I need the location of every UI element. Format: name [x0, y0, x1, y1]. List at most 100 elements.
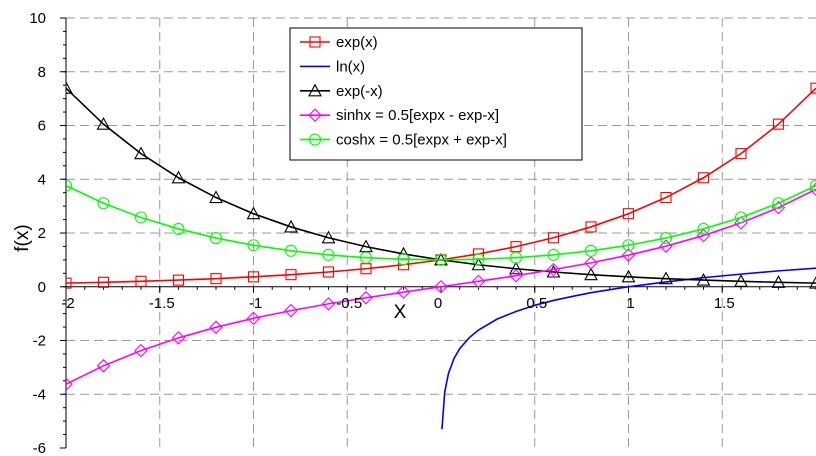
- data-point: [284, 303, 298, 318]
- data-point: [284, 219, 298, 233]
- data-point: [734, 274, 748, 287]
- data-point: [285, 269, 297, 281]
- data-point: [771, 275, 786, 288]
- legend: exp(x) ln(x) exp(-x) sinhx = 0.5[expx - exp…: [289, 27, 583, 161]
- y-tick-label: 2: [38, 225, 46, 242]
- data-point: [359, 291, 373, 305]
- data-point: [209, 320, 223, 335]
- data-point: [696, 228, 711, 243]
- ticks: [60, 17, 816, 449]
- data-point: [97, 276, 110, 288]
- data-point: [659, 239, 673, 253]
- data-point: [210, 273, 222, 285]
- data-point: [584, 256, 598, 270]
- y-tick-label: -4: [33, 386, 46, 403]
- series-line: [66, 188, 816, 385]
- y-axis-title: f(x): [12, 224, 33, 251]
- data-point: [696, 272, 711, 286]
- data-point: [809, 275, 816, 289]
- data-point: [134, 343, 148, 358]
- data-point: [66, 377, 73, 392]
- data-point: [734, 211, 748, 224]
- tick-labels: -2 -1.5 -1 -0.5 0 0.5 1 1.5 -6 -4 -2 0 2 4 6 8 10: [29, 10, 734, 456]
- data-point: [134, 146, 148, 160]
- data-point: [471, 274, 486, 289]
- data-point: [547, 248, 560, 261]
- data-point: [772, 197, 785, 210]
- data-point: [134, 211, 148, 224]
- data-point: [135, 275, 147, 287]
- x-tick-label: -2: [61, 295, 74, 312]
- x-tick-label: 0.5: [526, 295, 547, 312]
- data-point: [284, 244, 298, 257]
- data-point: [660, 191, 672, 204]
- data-point: [97, 197, 110, 210]
- data-point: [247, 271, 260, 283]
- legend-label: ln(x): [336, 58, 365, 75]
- series-line: [441, 267, 816, 430]
- data-point: [96, 359, 111, 373]
- data-point: [509, 251, 523, 264]
- data-point: [472, 253, 485, 266]
- data-point: [172, 222, 185, 235]
- series: [66, 81, 816, 430]
- legend-marker: [308, 83, 322, 97]
- y-tick-label: 0: [38, 279, 46, 296]
- y-tick-label: -6: [33, 440, 46, 456]
- data-point: [546, 264, 561, 278]
- data-point: [547, 232, 560, 244]
- x-tick-label: -0.5: [336, 295, 362, 312]
- y-tick-label: 6: [38, 118, 46, 135]
- data-point: [622, 239, 635, 252]
- legend-label: exp(-x): [336, 83, 383, 100]
- data-point: [171, 331, 186, 345]
- x-tick-label: -1: [249, 295, 262, 312]
- data-point: [209, 190, 223, 204]
- y-tick-label: 4: [38, 171, 46, 188]
- x-tick-label: 1.5: [714, 295, 735, 312]
- data-point: [771, 200, 786, 215]
- data-point: [171, 170, 186, 184]
- data-point: [396, 285, 411, 299]
- series-4: [66, 179, 816, 266]
- data-point: [246, 311, 261, 326]
- data-point: [622, 208, 635, 220]
- data-point: [322, 248, 335, 261]
- legend-marker: [308, 108, 322, 122]
- data-point: [397, 253, 410, 266]
- x-tick-label: 0: [434, 295, 442, 312]
- legend-marker: [309, 36, 321, 48]
- data-point: [321, 230, 336, 244]
- data-point: [322, 266, 335, 278]
- data-point: [172, 274, 185, 286]
- x-axis-title: X: [394, 302, 407, 323]
- x-tick-label: 1: [626, 295, 634, 312]
- data-point: [359, 251, 373, 264]
- data-point: [509, 268, 523, 283]
- x-tick-label: -1.5: [149, 295, 175, 312]
- y-tick-label: 8: [38, 64, 46, 81]
- data-point: [584, 267, 598, 281]
- data-point: [809, 179, 816, 192]
- data-point: [321, 297, 336, 311]
- data-point: [209, 232, 223, 245]
- data-point: [697, 172, 710, 184]
- data-point: [246, 206, 261, 220]
- data-point: [621, 248, 636, 262]
- data-point: [66, 277, 72, 289]
- data-point: [585, 221, 597, 233]
- data-point: [584, 244, 598, 257]
- legend-box: [289, 27, 583, 161]
- data-point: [659, 271, 673, 285]
- series-1: [441, 267, 816, 430]
- data-point: [659, 232, 673, 245]
- data-point: [546, 262, 561, 277]
- data-point: [434, 279, 448, 294]
- data-point: [66, 81, 73, 94]
- data-point: [96, 117, 111, 130]
- series-line: [66, 184, 816, 261]
- y-tick-label: -2: [33, 333, 46, 350]
- legend-label: coshx = 0.5[expx + exp-x]: [336, 132, 507, 149]
- legend-label: sinhx = 0.5[expx - exp-x]: [336, 107, 499, 124]
